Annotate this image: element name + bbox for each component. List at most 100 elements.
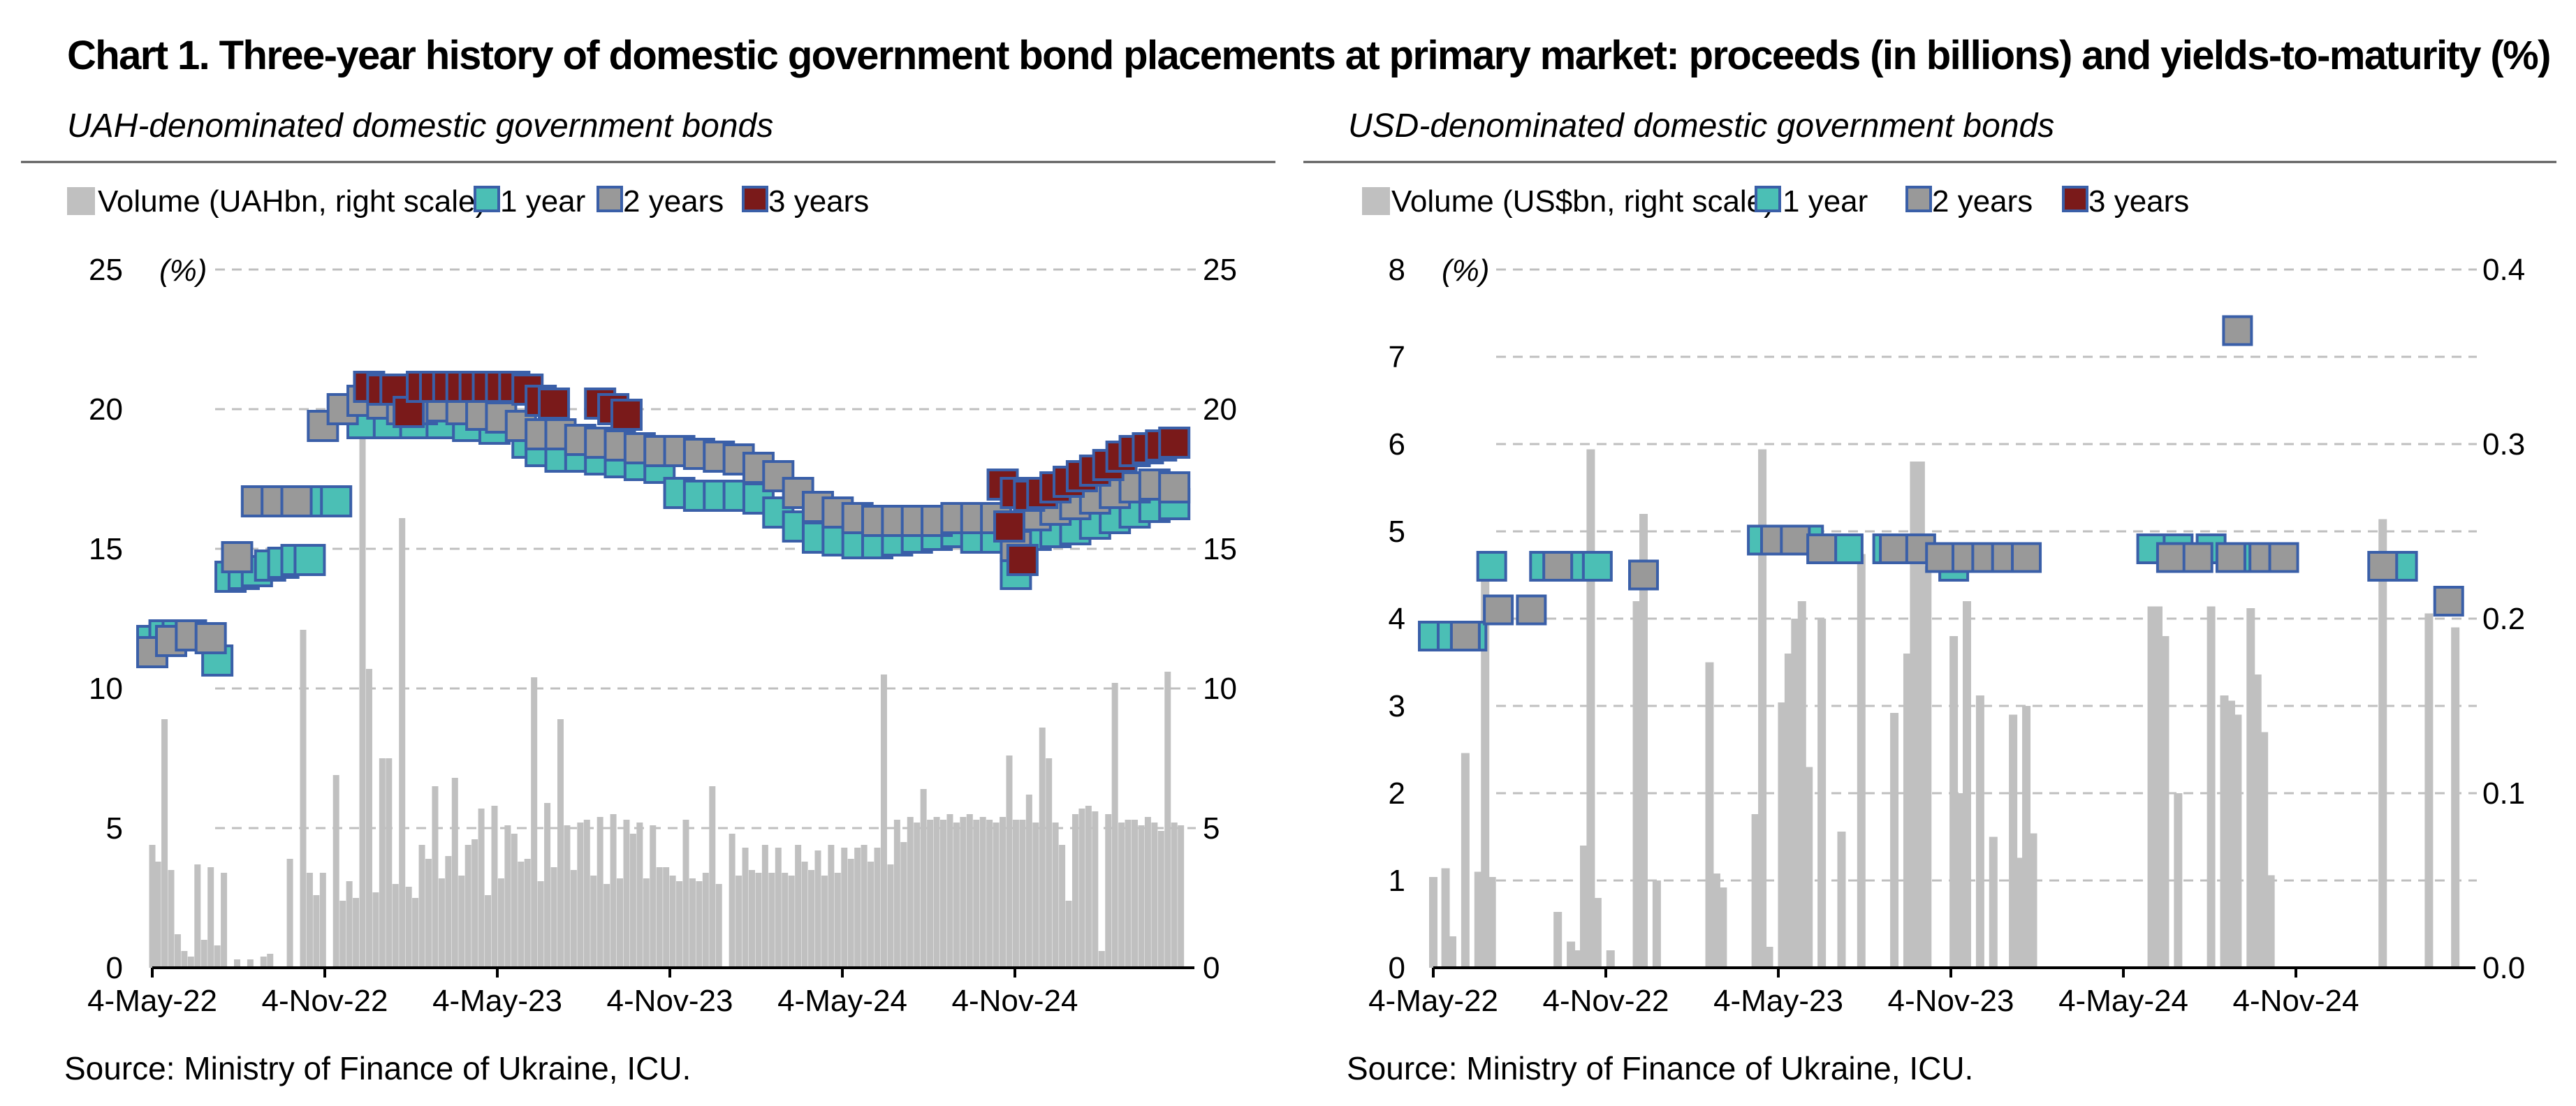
volume-bar (887, 864, 894, 968)
volume-bar (1447, 936, 1456, 968)
volume-bar (1461, 753, 1470, 968)
volume-bar (2147, 606, 2156, 968)
volume-bar (729, 834, 736, 968)
volume-bar (1975, 695, 1984, 968)
volume-bar (485, 895, 492, 968)
y-right-tick-label: 0.2 (2482, 602, 2525, 636)
volume-bar (986, 820, 993, 968)
volume-bar (386, 758, 393, 968)
marker-2y (1158, 471, 1191, 503)
volume-bar (1481, 575, 1490, 968)
volume-bar (1764, 947, 1773, 968)
volume-bar (412, 898, 419, 968)
volume-bar (854, 848, 861, 968)
marker-2y (194, 622, 227, 654)
volume-bar (583, 820, 590, 968)
volume-bar (663, 867, 670, 968)
legend-label-volume: Volume (US$bn, right scale) (1391, 184, 1774, 219)
volume-bar (590, 876, 597, 968)
legend-swatch-1y (1755, 186, 1781, 212)
volume-bar (2378, 519, 2387, 968)
volume-bar (636, 823, 643, 968)
legend-label-3y: 3 years (768, 184, 869, 219)
volume-bar (2154, 606, 2163, 968)
volume-bar (1652, 880, 1661, 968)
y-right-tick-label: 15 (1203, 532, 1237, 566)
volume-bar (1012, 820, 1019, 968)
volume-bar (702, 873, 709, 968)
volume-bar (537, 881, 544, 968)
marker-2y (1879, 533, 1910, 564)
volume-bar (2260, 732, 2269, 968)
volume-bar (993, 823, 1000, 968)
legend-swatch-2y (1905, 186, 1932, 212)
y-left-tick-label: 5 (1389, 515, 1405, 549)
volume-bar (880, 674, 887, 968)
legend: Volume (UAHbn, right scale) 1 year 2 yea… (67, 184, 869, 219)
volume-bar (1989, 836, 1998, 968)
volume-bar (2160, 636, 2169, 968)
volume-bar (577, 823, 584, 968)
volume-bar (471, 839, 478, 968)
x-tick-label: 4-May-23 (1713, 984, 1843, 1018)
volume-bar (1111, 683, 1118, 968)
volume-bar (221, 873, 228, 968)
y-left-tick-label: 4 (1389, 602, 1405, 636)
y-left-tick-label: 0 (1389, 951, 1405, 985)
y-right-tick-label: 0 (1203, 951, 1220, 985)
volume-bar (194, 864, 201, 968)
y-right-tick-label: 0.4 (2482, 253, 2525, 287)
legend-swatch-volume (67, 187, 95, 215)
volume-bar (682, 820, 689, 968)
volume-bar (755, 873, 762, 968)
y-left-tick-label: 25 (89, 253, 123, 287)
legend-swatch-3y (742, 186, 768, 212)
marker-2y (1925, 542, 1956, 573)
volume-bar (979, 817, 986, 968)
volume-bar (2253, 674, 2262, 968)
marker-3y (1158, 427, 1191, 459)
volume-bar (570, 870, 577, 968)
volume-bar (1157, 831, 1164, 968)
legend-swatch-2y (597, 186, 623, 212)
volume-bar (445, 856, 452, 968)
volume-bar (359, 404, 366, 968)
volume-bar (1962, 601, 1971, 968)
gridlines (1496, 268, 2477, 882)
volume-bar (1151, 823, 1158, 968)
volume-bar (715, 884, 722, 968)
volume-bar (451, 778, 458, 968)
volume-bar (1949, 636, 1959, 968)
volume-bar (1910, 462, 1919, 968)
volume-bar (953, 823, 960, 968)
y-right-tick-label: 5 (1203, 811, 1220, 846)
volume-bar (1429, 877, 1437, 968)
volume-bar (418, 845, 425, 968)
marker-2y (1780, 524, 1811, 556)
volume-bar (874, 848, 881, 968)
volume-bar (1923, 566, 1932, 968)
volume-bar (432, 786, 439, 968)
x-tick-label: 4-May-24 (777, 984, 907, 1018)
usd-chart: USD-denominated domestic government bond… (1303, 108, 2556, 1086)
volume-bar (1092, 811, 1099, 968)
volume-bar (656, 867, 663, 968)
volume-bar (761, 845, 768, 968)
volume-bar (861, 845, 868, 968)
volume-bar (920, 789, 927, 968)
legend-label-1y: 1 year (1783, 184, 1868, 219)
volume-bar (1059, 845, 1066, 968)
volume-bar (550, 867, 557, 968)
volume-bar (1857, 554, 1866, 968)
volume-bar (458, 876, 465, 968)
volume-bar (464, 845, 471, 968)
x-tick-label: 4-Nov-22 (1543, 984, 1669, 1018)
marker-2y (2268, 542, 2299, 573)
volume-bar (154, 862, 161, 968)
marker-2y (2367, 551, 2399, 582)
volume-bar (603, 884, 610, 968)
volume-bar (1784, 654, 1793, 968)
y-left-tick-label: 1 (1389, 864, 1405, 898)
volume-bar (1705, 662, 1714, 968)
y-left-tick-label: 20 (89, 392, 123, 427)
